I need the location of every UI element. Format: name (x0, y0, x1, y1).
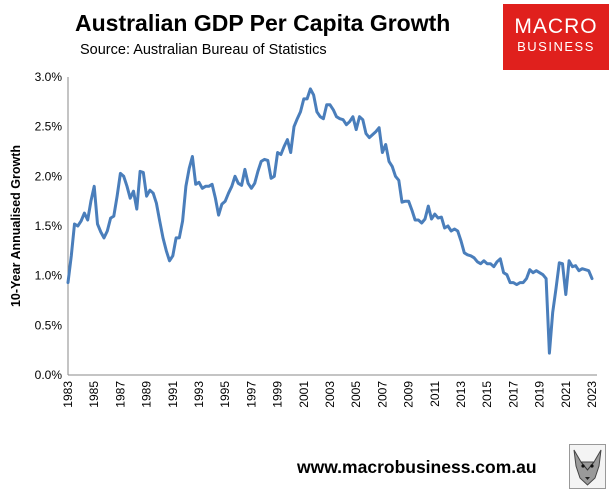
x-tick-label: 1989 (140, 381, 154, 408)
x-tick-label: 1993 (192, 381, 206, 408)
x-tick-label: 2013 (454, 381, 468, 408)
y-tick-label: 1.5% (35, 219, 63, 233)
x-tick-label: 2021 (559, 381, 573, 408)
x-tick-label: 1983 (61, 381, 75, 408)
logo-line-2: BUSINESS (517, 39, 595, 54)
y-axis-label: 10-Year Annualised Growth (9, 145, 23, 307)
x-tick-label: 2003 (323, 381, 337, 408)
x-tick-label: 2011 (428, 381, 442, 407)
y-tick-label: 1.0% (35, 269, 63, 283)
x-axis-ticks: 1983 1985 1987 1989 1991 1993 1995 1997 1999 2001… (61, 381, 599, 408)
y-tick-label: 2.0% (35, 169, 63, 183)
series-line-gdp-growth (66, 87, 594, 355)
x-tick-label: 1997 (244, 381, 258, 408)
x-tick-label: 2017 (506, 381, 520, 408)
x-tick-label: 2005 (349, 381, 363, 408)
logo-line-1: MACRO (514, 15, 598, 38)
x-tick-label: 1985 (87, 381, 101, 408)
y-tick-label: 0.0% (35, 368, 63, 382)
x-tick-label: 2009 (402, 381, 416, 408)
y-axis-ticks: 0.0% 0.5% 1.0% 1.5% 2.0% 2.5% 3.0% (35, 70, 63, 382)
x-tick-label: 2015 (480, 381, 494, 408)
x-tick-label: 2001 (297, 381, 311, 408)
x-tick-label: 1987 (113, 381, 127, 408)
chart-title: Australian GDP Per Capita Growth (75, 10, 451, 36)
y-tick-label: 3.0% (35, 70, 63, 84)
x-tick-label: 2023 (585, 381, 599, 408)
x-tick-label: 1991 (166, 381, 180, 408)
wolf-mascot-icon (569, 444, 606, 489)
chart-source: Source: Australian Bureau of Statistics (80, 42, 327, 58)
website-url[interactable]: www.macrobusiness.com.au (297, 457, 537, 477)
x-tick-label: 2007 (375, 381, 389, 408)
x-tick-label: 1995 (218, 381, 232, 408)
y-tick-label: 2.5% (35, 120, 63, 134)
x-tick-label: 2019 (533, 381, 547, 408)
macrobusiness-logo[interactable]: MACRO BUSINESS (503, 4, 609, 70)
y-tick-label: 0.5% (35, 318, 63, 332)
x-tick-label: 1999 (271, 381, 285, 408)
